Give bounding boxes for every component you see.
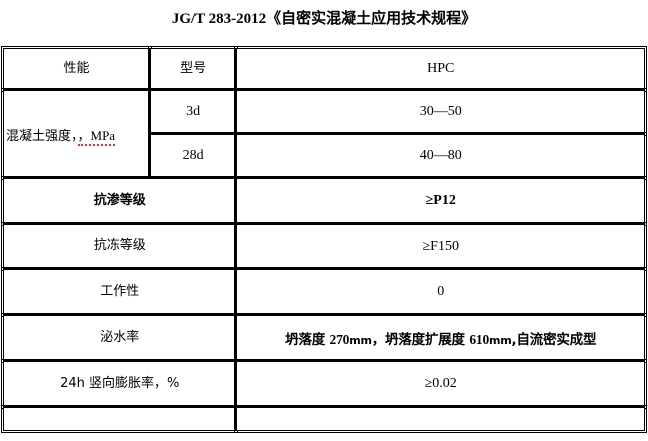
forming-method: 自流密实成型 xyxy=(516,332,597,348)
age-label-3d: 3d xyxy=(186,104,201,120)
strength-label-main: 混凝土强度， xyxy=(6,128,78,144)
strength-label-text: 混凝土强度，，MPa xyxy=(4,125,149,146)
bleeding-separator-1: ， xyxy=(371,332,386,348)
cell-partial-value xyxy=(234,405,647,433)
cell-strength-label: 混凝土强度，，MPa xyxy=(1,88,152,180)
frost-resistance-label: 抗冻等级 xyxy=(93,238,146,254)
spread-unit: mm xyxy=(489,334,512,347)
cell-age-3d: 3d xyxy=(147,88,239,136)
cell-bleeding-label: 泌水率 xyxy=(0,313,239,363)
cell-partial-label xyxy=(0,405,239,433)
cell-strength-3d-value: 30—50 xyxy=(234,88,647,136)
frost-resistance-value: ≥F150 xyxy=(422,238,459,254)
table-row-strength-3d: 混凝土强度，，MPa 3d 30—50 xyxy=(1,88,647,180)
table-row-permeability: 抗渗等级 ≥P12 xyxy=(0,176,647,226)
concrete-spec-table: 性能 型号 HPC 混凝土强度，，MPa 3d 30—50 xyxy=(0,46,647,433)
cell-frost-value: ≥F150 xyxy=(234,222,647,271)
cell-permeability-value: ≥P12 xyxy=(234,176,647,226)
permeability-value: ≥P12 xyxy=(425,193,456,209)
cell-workability-value: 0 xyxy=(234,267,647,317)
cell-permeability-label: 抗渗等级 xyxy=(0,176,239,226)
spread-number: 610 xyxy=(469,332,490,347)
workability-label: 工作性 xyxy=(100,283,140,299)
bleeding-rate-value: 坍落度 270mm，坍落度扩展度 610mm,自流密实成型 xyxy=(237,328,644,348)
slump-label: 坍落度 xyxy=(285,332,330,348)
strength-label-unit: ，MPa xyxy=(77,127,116,146)
spread-label: 坍落度扩展度 xyxy=(385,332,470,348)
header-label-hpc: HPC xyxy=(427,61,455,77)
table-row-workability: 工作性 0 xyxy=(0,267,647,317)
cell-workability-label: 工作性 xyxy=(0,267,239,317)
standard-code: JG/T 283-2012 xyxy=(171,11,267,27)
slump-number: 270 xyxy=(329,332,350,347)
strength-value-3d: 30—50 xyxy=(419,104,462,120)
table-row-header: 性能 型号 HPC xyxy=(1,46,647,92)
cell-bleeding-value: 坍落度 270mm，坍落度扩展度 610mm,自流密实成型 xyxy=(234,313,647,363)
bleeding-separator-2: , xyxy=(511,332,517,348)
header-cell-model: 型号 xyxy=(147,46,239,92)
expansion-24h-value: ≥0.02 xyxy=(424,376,457,392)
header-label-property: 性能 xyxy=(63,60,90,76)
table-row-expansion-24h: 24h 竖向膨胀率，% ≥0.02 xyxy=(0,359,647,409)
age-label-28d: 28d xyxy=(182,148,204,164)
cell-expansion-value: ≥0.02 xyxy=(234,359,647,409)
permeability-label: 抗渗等级 xyxy=(93,192,146,208)
cell-frost-label: 抗冻等级 xyxy=(0,222,239,271)
table-row-partial xyxy=(0,405,647,433)
table-row-frost-resistance: 抗冻等级 ≥F150 xyxy=(0,222,647,271)
bleeding-rate-label: 泌水率 xyxy=(100,329,140,345)
header-cell-value: HPC xyxy=(234,46,647,92)
slump-unit: mm xyxy=(349,334,372,347)
page-title: JG/T 283-2012《自密实混凝土应用技术规程》 xyxy=(0,9,648,28)
table-row-strength-28d: 28d 40—80 xyxy=(3,132,647,180)
cell-age-28d: 28d xyxy=(147,132,239,180)
cell-strength-28d-value: 40—80 xyxy=(234,132,647,180)
cell-expansion-label: 24h 竖向膨胀率，% xyxy=(0,359,239,409)
expansion-24h-label: 24h 竖向膨胀率，% xyxy=(60,375,180,391)
table-row-bleeding-rate: 泌水率 坍落度 270mm，坍落度扩展度 610mm,自流密实成型 xyxy=(0,313,647,363)
header-cell-property: 性能 xyxy=(1,46,152,92)
standard-name: 《自密实混凝土应用技术规程》 xyxy=(266,9,477,27)
header-label-model: 型号 xyxy=(180,60,207,76)
strength-value-28d: 40—80 xyxy=(419,148,462,164)
workability-value: 0 xyxy=(437,284,445,300)
